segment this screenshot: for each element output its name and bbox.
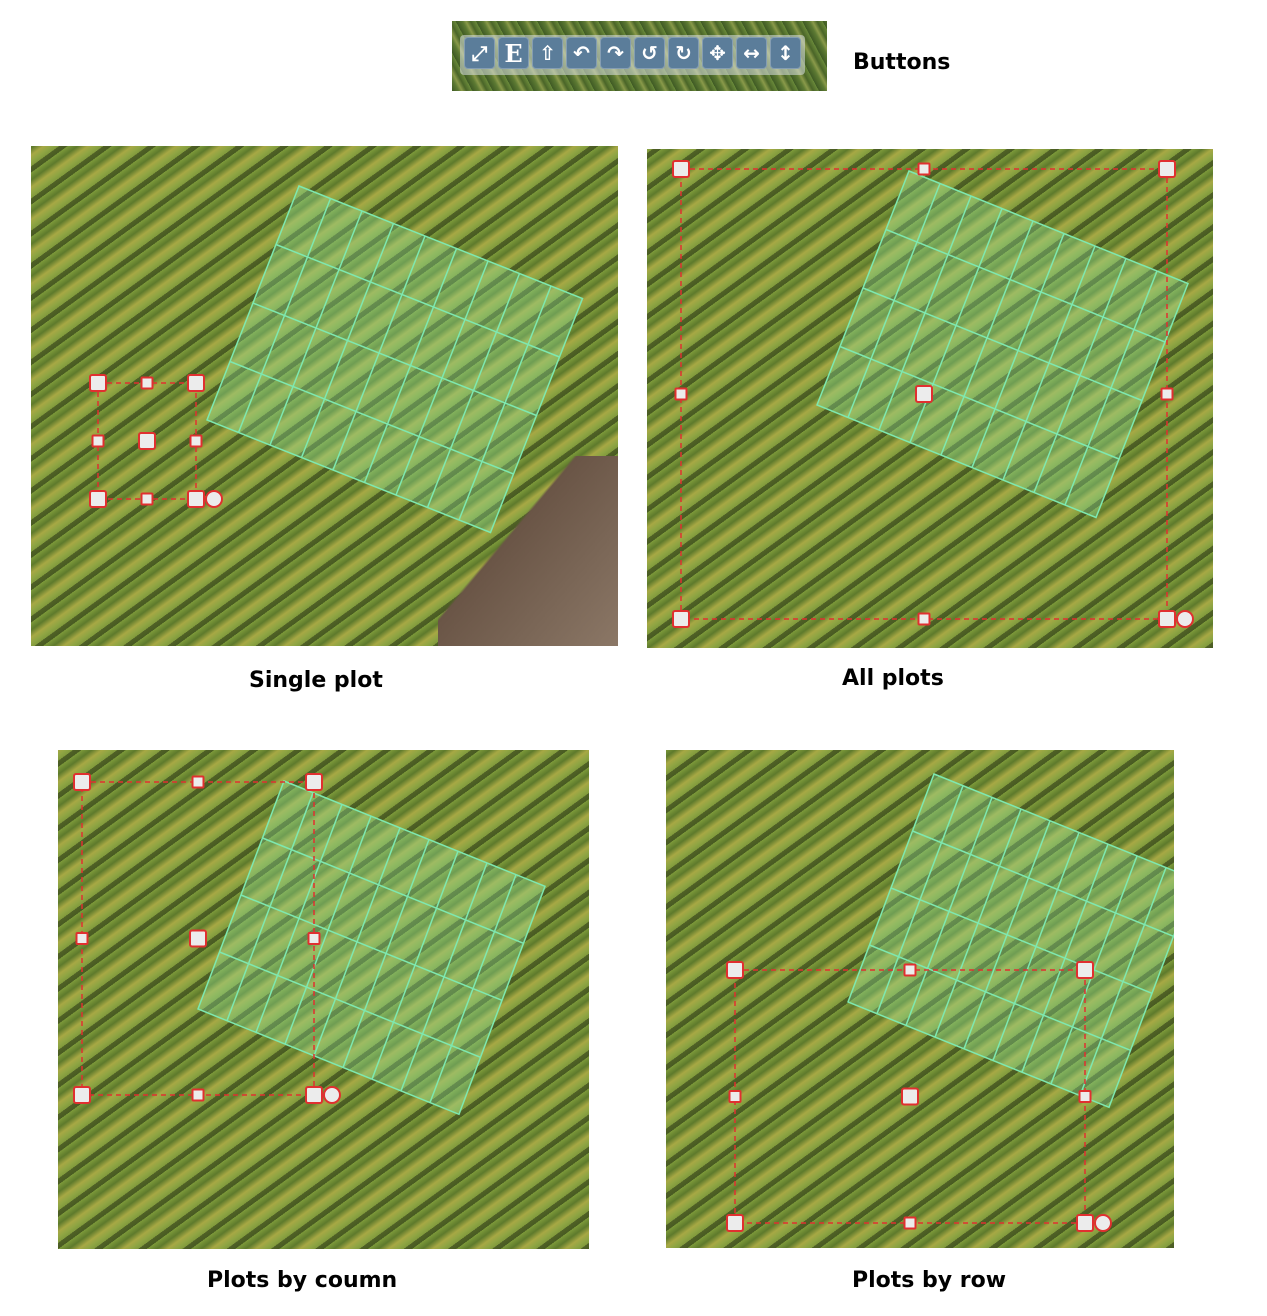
plot-grid	[197, 780, 546, 1116]
dirt-road	[438, 456, 618, 646]
edge-handle	[1160, 387, 1174, 401]
rotate-handle	[1176, 610, 1194, 628]
plot-row-line	[885, 228, 1166, 343]
edge-handle	[728, 1090, 742, 1103]
field-overlay	[847, 773, 1174, 1109]
edge-handle	[674, 387, 688, 401]
corner-handle	[726, 1214, 744, 1232]
plots-by-row-panel[interactable]	[666, 750, 1174, 1248]
rotate-handle	[1094, 1214, 1112, 1232]
vertical-arrows-icon[interactable]: ↕	[770, 37, 801, 69]
corner-handle	[305, 773, 323, 791]
corner-handle	[138, 432, 156, 450]
plots-by-column-caption: Plots by coumn	[207, 1268, 398, 1293]
corner-handle	[73, 1086, 91, 1104]
undo-icon[interactable]: ↶	[566, 37, 597, 69]
plot-row-line	[240, 894, 503, 1001]
plot-row-line	[219, 951, 481, 1058]
edge-handle	[917, 612, 931, 626]
rotate-handle	[323, 1086, 341, 1104]
all-plots-view	[672, 160, 1194, 628]
corner-handle	[915, 385, 933, 403]
corner-handle	[1076, 961, 1094, 979]
plot-grid	[816, 170, 1189, 519]
plot-row-line	[229, 360, 514, 475]
rotate-ccw-icon[interactable]: ↺	[634, 37, 665, 69]
rotate-handle	[205, 490, 223, 508]
corner-handle	[305, 1086, 323, 1104]
horizontal-arrows-icon[interactable]: ↔	[736, 37, 767, 69]
plot-row-line	[252, 302, 537, 417]
corner-handle	[189, 929, 207, 948]
plot-grid	[847, 773, 1174, 1109]
rotate-cw-icon[interactable]: ↻	[668, 37, 699, 69]
plots-by-column-panel[interactable]	[58, 750, 589, 1249]
plot-row-line	[275, 243, 560, 358]
selection-box[interactable]	[672, 160, 1194, 628]
edit-e-icon[interactable]: E	[498, 37, 529, 69]
buttons-label: Buttons	[853, 50, 951, 75]
corner-handle	[901, 1087, 919, 1106]
corner-handle	[672, 160, 690, 178]
corner-handle	[672, 610, 690, 628]
plots-by-row-caption: Plots by row	[852, 1268, 1007, 1293]
plot-grid	[206, 185, 584, 534]
plot-row-line	[839, 345, 1120, 460]
selection-box[interactable]	[726, 961, 1112, 1232]
redo-icon[interactable]: ↷	[600, 37, 631, 69]
corner-handle	[73, 773, 91, 791]
corner-handle	[187, 374, 205, 392]
edge-handle	[307, 932, 321, 945]
single-plot-panel[interactable]	[31, 146, 618, 646]
selection-box[interactable]	[89, 374, 223, 508]
single-plot-view	[89, 185, 584, 534]
toolbar: ⤢ E ⇧ ↶ ↷ ↺ ↻ ✥ ↔ ↕	[460, 35, 805, 75]
edge-handle	[903, 963, 917, 977]
edge-handle	[917, 162, 931, 176]
toolbar-preview: ⤢ E ⇧ ↶ ↷ ↺ ↻ ✥ ↔ ↕	[452, 21, 827, 91]
edge-handle	[1078, 1090, 1092, 1103]
all-plots-panel[interactable]	[647, 149, 1213, 648]
plot-row-line	[862, 287, 1143, 402]
corner-handle	[1158, 610, 1176, 628]
plot-row-line	[869, 944, 1131, 1051]
corner-handle	[89, 490, 107, 508]
edge-handle	[903, 1216, 917, 1230]
plot-row-line	[262, 837, 524, 944]
corner-handle	[726, 961, 744, 979]
edge-handle	[140, 376, 154, 390]
plot-row-line	[890, 887, 1153, 994]
edge-handle	[191, 1088, 205, 1102]
resize-icon[interactable]: ⤢	[464, 37, 495, 69]
edge-handle	[140, 492, 154, 506]
single-plot-caption: Single plot	[249, 668, 383, 693]
move-icon[interactable]: ✥	[702, 37, 733, 69]
up-arrow-icon[interactable]: ⇧	[532, 37, 563, 69]
corner-handle	[187, 490, 205, 508]
edge-handle	[189, 434, 203, 448]
corner-handle	[1158, 160, 1176, 178]
selection-box[interactable]	[73, 773, 341, 1104]
plot-row-line	[912, 830, 1174, 937]
corner-handle	[1076, 1214, 1094, 1232]
all-plots-caption: All plots	[842, 666, 944, 691]
corner-handle	[89, 374, 107, 392]
plots-by-row-view	[726, 773, 1174, 1232]
edge-handle	[91, 434, 105, 448]
edge-handle	[191, 775, 205, 789]
edge-handle	[75, 932, 89, 945]
plots-by-column-view	[73, 773, 546, 1116]
